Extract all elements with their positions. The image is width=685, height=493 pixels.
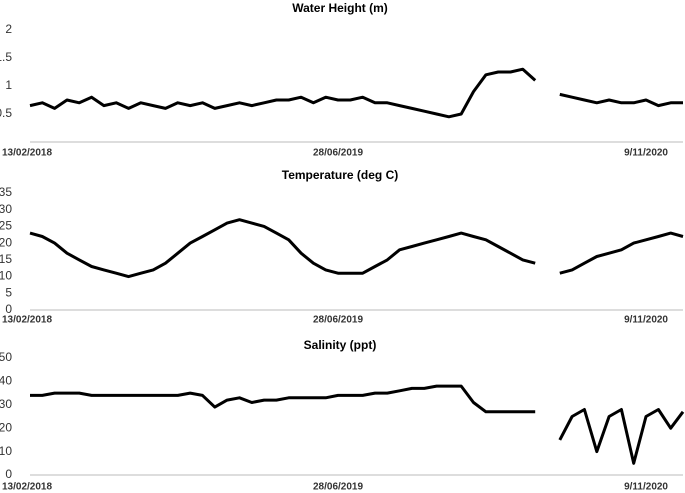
x-tick-label: 9/11/2020: [624, 482, 668, 493]
x-tick-label: 13/02/2018: [2, 148, 52, 159]
data-line: [29, 67, 683, 119]
y-tick-label: 5: [5, 285, 12, 299]
y-tick-label: 1: [5, 78, 12, 92]
y-tick-label: 20: [0, 420, 12, 434]
y-tick-label: 2: [5, 22, 12, 36]
y-tick-label: 0.5: [0, 106, 12, 120]
y-tick-label: 40: [0, 374, 12, 388]
y-tick-label: 0: [5, 302, 12, 316]
y-tick-label: 0: [5, 467, 12, 481]
x-tick-label: 9/11/2020: [624, 315, 668, 326]
data-line: [29, 218, 684, 279]
x-tick-label: 13/02/2018: [2, 315, 52, 326]
x-tick-label: 13/02/2018: [2, 482, 52, 493]
data-line: [30, 384, 685, 465]
chart-title: Water Height (m): [292, 1, 388, 15]
chart-title: Salinity (ppt): [304, 338, 377, 352]
y-tick-label: 10: [0, 444, 12, 458]
y-tick-label: 15: [0, 252, 12, 266]
y-tick-label: 50: [0, 350, 12, 364]
x-tick-label: 9/11/2020: [624, 148, 668, 159]
y-tick-label: 35: [0, 185, 12, 199]
x-tick-label: 28/06/2019: [313, 482, 363, 493]
y-tick-label: 30: [0, 202, 12, 216]
y-tick-label: 20: [0, 235, 12, 249]
x-tick-label: 28/06/2019: [313, 148, 363, 159]
y-tick-label: 30: [0, 397, 12, 411]
x-tick-label: 28/06/2019: [313, 315, 363, 326]
y-tick-label: 10: [0, 269, 12, 283]
y-tick-label: 1.5: [0, 50, 12, 64]
chart-title: Temperature (deg C): [282, 168, 398, 182]
y-tick-label: 25: [0, 219, 12, 233]
